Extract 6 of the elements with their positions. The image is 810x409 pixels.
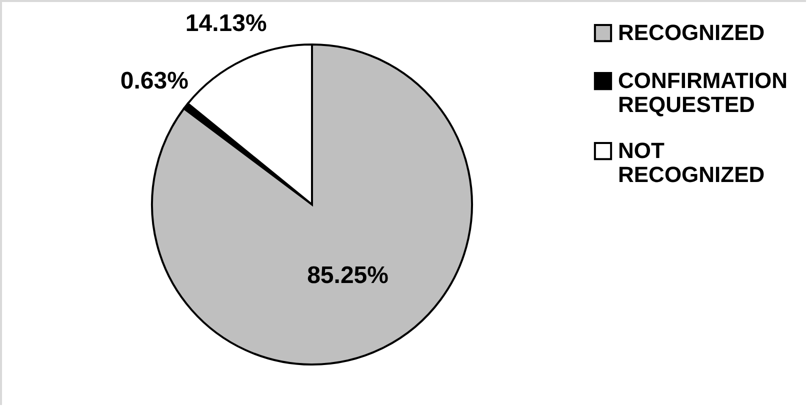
legend-label: RECOGNIZED [618, 20, 765, 45]
legend-label: CONFIRMATION REQUESTED [618, 68, 788, 117]
data-label: 85.25% [307, 262, 388, 290]
legend-label: NOT RECOGNIZED [618, 138, 765, 187]
data-label: 0.63% [120, 67, 188, 94]
data-label: 14.13% [185, 10, 267, 37]
